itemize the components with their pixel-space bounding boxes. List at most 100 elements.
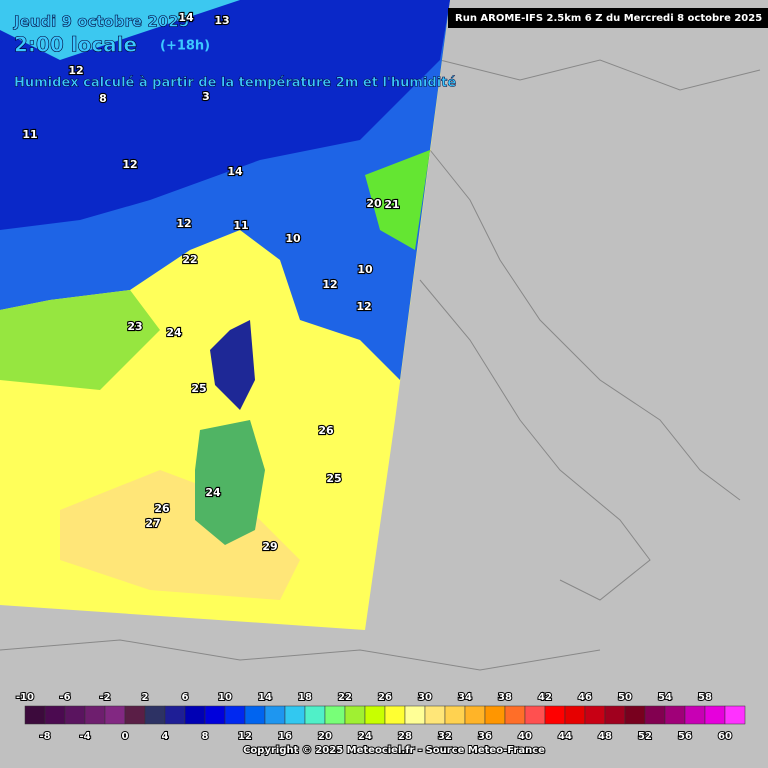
contour-label: 3	[202, 90, 210, 103]
legend-label: -2	[99, 692, 110, 703]
contour-label: 24	[166, 326, 182, 339]
legend-swatch	[604, 705, 626, 725]
legend-swatch	[324, 705, 346, 725]
legend-swatch	[184, 705, 206, 725]
legend-label: 2	[142, 692, 149, 703]
legend-label: 20	[318, 731, 332, 742]
legend-swatch	[444, 705, 466, 725]
legend-swatch	[244, 705, 266, 725]
legend-swatch	[104, 705, 126, 725]
copyright: Copyright © 2025 Meteociel.fr - Source M…	[243, 745, 545, 756]
legend-label: 18	[298, 692, 312, 703]
legend-label: -8	[39, 731, 50, 742]
legend-label: 8	[202, 731, 209, 742]
legend-label: 0	[122, 731, 129, 742]
contour-label: 10	[285, 232, 301, 245]
contour-label: 22	[182, 253, 197, 266]
description: Humidex calculé à partir de la températu…	[14, 76, 456, 91]
legend-swatch	[84, 705, 106, 725]
contour-label: 11	[22, 128, 37, 141]
lead: (+18h)	[160, 39, 210, 54]
legend-swatch	[144, 705, 166, 725]
legend-swatch	[44, 705, 66, 725]
legend-swatch	[384, 705, 406, 725]
contour-label: 26	[318, 424, 334, 437]
legend-label: -4	[79, 731, 90, 742]
legend-swatch	[484, 705, 506, 725]
legend-label: 26	[378, 692, 392, 703]
legend-label: 46	[578, 692, 592, 703]
legend-label: 50	[618, 692, 632, 703]
contour-label: 29	[262, 540, 277, 553]
legend-swatch	[664, 705, 686, 725]
contour-label: 24	[205, 486, 221, 499]
legend-label: 36	[478, 731, 492, 742]
legend-swatch	[344, 705, 366, 725]
contour-label: 20	[366, 197, 382, 210]
legend-swatch	[404, 705, 426, 725]
legend-label: 60	[718, 731, 732, 742]
legend-label: 22	[338, 692, 352, 703]
legend-label: 52	[638, 731, 652, 742]
contour-label: 25	[191, 382, 206, 395]
contour-label: 13	[214, 14, 229, 27]
legend-swatch	[704, 705, 726, 725]
contour-label: 14	[178, 11, 194, 24]
legend-label: 14	[258, 692, 272, 703]
contour-label: 12	[122, 158, 137, 171]
legend-swatch	[424, 705, 446, 725]
legend-swatch	[284, 705, 306, 725]
legend-swatch	[624, 705, 646, 725]
legend-swatch	[724, 705, 746, 725]
borders	[0, 59, 761, 671]
legend-swatch	[64, 705, 86, 725]
legend-label: 12	[238, 731, 252, 742]
contour-label: 8	[99, 92, 107, 105]
contour-label: 12	[176, 217, 191, 230]
model-domain	[0, 0, 450, 630]
legend-swatch	[124, 705, 146, 725]
legend-label: 42	[538, 692, 552, 703]
legend-swatch	[224, 705, 246, 725]
legend-label: 56	[678, 731, 692, 742]
legend-label: 38	[498, 692, 512, 703]
legend-label: 6	[182, 692, 189, 703]
contour-label: 12	[356, 300, 371, 313]
legend-swatch	[564, 705, 586, 725]
run-info: Run AROME-IFS 2.5km 6 Z du Mercredi 8 oc…	[455, 13, 762, 24]
legend-swatch	[24, 705, 46, 725]
legend-swatch	[464, 705, 486, 725]
contour-label: 21	[384, 198, 399, 211]
legend-swatch	[304, 705, 326, 725]
run-bar	[448, 8, 768, 28]
contour-label: 26	[154, 502, 170, 515]
legend-panel	[0, 688, 768, 768]
legend-label: -6	[59, 692, 70, 703]
legend-label: 34	[458, 692, 472, 703]
legend-label: 30	[418, 692, 432, 703]
legend-swatch	[164, 705, 186, 725]
legend-label: 28	[398, 731, 412, 742]
legend-label: 54	[658, 692, 672, 703]
legend-label: 16	[278, 731, 292, 742]
date: Jeudi 9 octobre 2025	[13, 13, 189, 31]
legend-label: 10	[218, 692, 232, 703]
legend-swatch	[684, 705, 706, 725]
legend-label: 40	[518, 731, 532, 742]
contour-label: 10	[357, 263, 373, 276]
legend-swatch	[364, 705, 386, 725]
legend-swatch	[524, 705, 546, 725]
legend-swatch	[584, 705, 606, 725]
legend-label: 32	[438, 731, 452, 742]
contour-label: 12	[68, 64, 83, 77]
legend-label: 48	[598, 731, 612, 742]
contour-label: 27	[145, 517, 160, 530]
legend-label: 58	[698, 692, 712, 703]
contour-label: 11	[233, 219, 248, 232]
contour-label: 12	[322, 278, 337, 291]
legend-label: 4	[162, 731, 169, 742]
legend-swatch	[544, 705, 566, 725]
legend-label: 44	[558, 731, 572, 742]
